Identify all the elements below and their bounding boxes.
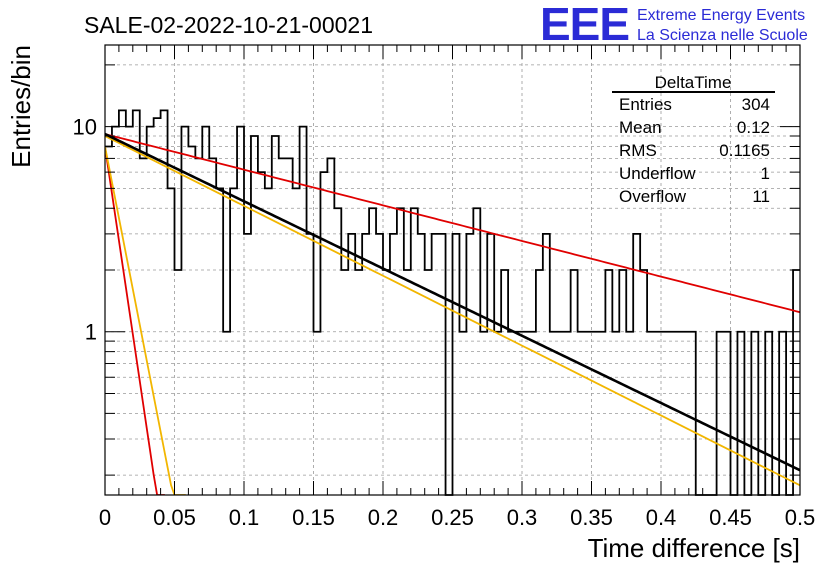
histogram	[105, 109, 800, 496]
chart-title: SALE-02-2022-10-21-00021	[84, 12, 373, 38]
stats-value: 11	[752, 187, 770, 206]
stats-value: 304	[742, 95, 770, 114]
stats-label: RMS	[619, 141, 657, 160]
fit-curves	[105, 132, 800, 495]
eee-logo-mark: EEE	[540, 0, 629, 50]
fit-curve-2	[105, 146, 165, 495]
fit-curve-3	[105, 146, 186, 495]
x-tick-label: 0.2	[368, 505, 399, 530]
x-tick-label: 0	[99, 505, 111, 530]
stats-label: Overflow	[619, 187, 687, 206]
x-tick-label: 0.3	[507, 505, 538, 530]
x-tick-label: 0.45	[709, 505, 752, 530]
stats-value: 0.1165	[719, 141, 770, 160]
y-tick-label: 1	[85, 320, 97, 345]
histogram-outline	[105, 109, 800, 496]
x-tick-label: 0.4	[646, 505, 677, 530]
eee-logo: EEE Extreme Energy Events La Scienza nel…	[540, 0, 808, 50]
stats-label: Entries	[619, 95, 672, 114]
y-axis-label: Entries/bin	[6, 45, 36, 168]
x-tick-label: 0.25	[431, 505, 474, 530]
fit-curve-1	[105, 133, 800, 314]
x-tick-label: 0.1	[229, 505, 260, 530]
x-tick-label: 0.35	[570, 505, 613, 530]
stats-title: DeltaTime	[655, 73, 732, 92]
x-tick-label: 0.15	[292, 505, 335, 530]
fit-curve-4	[105, 135, 800, 487]
logo-line-2: La Scienza nelle Scuole	[637, 27, 808, 44]
axis-ticks: 0 0.05 0.1 0.15 0.2 0.25 0.3 0.35 0.4 0.45 0.5 1 10	[73, 45, 816, 530]
stats-rows: Entries 304 Mean 0.12 RMS 0.1165 Underflow 1 Ove…	[619, 95, 770, 206]
stats-label: Mean	[619, 118, 662, 137]
y-tick-label: 10	[73, 115, 97, 140]
stats-value: 1	[761, 164, 770, 183]
x-tick-label: 0.05	[153, 505, 196, 530]
x-axis-label: Time difference [s]	[588, 533, 800, 563]
logo-line-1: Extreme Energy Events	[637, 7, 805, 24]
x-tick-label: 0.5	[785, 505, 816, 530]
stats-label: Underflow	[619, 164, 696, 183]
stats-box: DeltaTime Entries 304 Mean 0.12 RMS 0.1165 Und…	[612, 73, 775, 206]
fit-curve-5	[105, 132, 800, 472]
stats-value: 0.12	[737, 118, 770, 137]
